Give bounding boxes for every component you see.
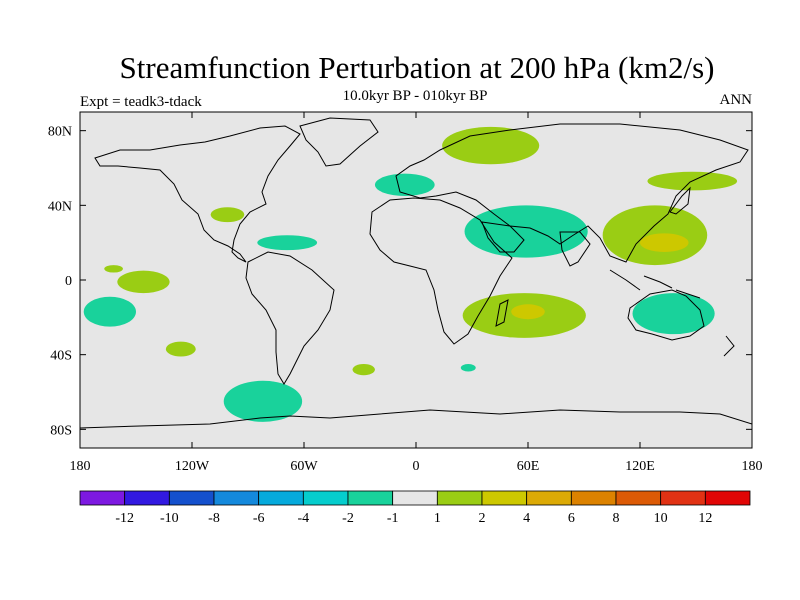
region-south-atlantic-small xyxy=(352,364,375,376)
colorbar-label: 4 xyxy=(523,511,530,526)
colorbar-swatch xyxy=(213,490,260,506)
region-middle-east-negative xyxy=(464,205,588,258)
region-central-pacific-positive xyxy=(117,270,170,294)
region-south-america-negative xyxy=(223,380,303,422)
region-caribbean-negative xyxy=(257,235,318,251)
colorbar-label: -8 xyxy=(208,511,220,526)
colorbar-swatch xyxy=(481,490,528,506)
chart-title: Streamfunction Perturbation at 200 hPa (… xyxy=(119,50,715,85)
coast-japan xyxy=(669,186,691,215)
region-south-pacific-negative xyxy=(83,296,136,327)
lat-axis: 80N 40N 0 40S 80S xyxy=(48,125,752,438)
season-label: ANN xyxy=(719,92,753,108)
coast-south-america xyxy=(245,251,335,385)
lon-tick-label: 120W xyxy=(175,459,210,474)
colorbar-swatch xyxy=(168,490,215,506)
coast-greenland xyxy=(299,117,379,167)
colorbar-label: -4 xyxy=(297,511,309,526)
lon-tick-label: 180 xyxy=(70,459,91,474)
region-australia-negative xyxy=(632,293,715,335)
lat-tick-label: 80S xyxy=(50,423,72,438)
colorbar: -12 -10 -8 -6 -4 -2 -1 1 2 4 6 8 10 12 xyxy=(79,490,751,526)
coast-new-zealand xyxy=(723,335,735,357)
lat-tick-label: 40S xyxy=(50,349,72,364)
region-east-asia-core xyxy=(640,233,689,253)
coast-antarctica xyxy=(80,409,752,429)
coast-india xyxy=(559,231,591,267)
colorbar-swatch xyxy=(704,490,751,506)
colorbar-swatch xyxy=(436,490,483,506)
map-background xyxy=(80,112,752,448)
anomaly-regions xyxy=(83,126,738,422)
colorbar-swatch xyxy=(570,490,617,506)
coast-eurasia xyxy=(395,123,749,263)
region-north-atlantic-negative xyxy=(374,173,435,196)
lon-tick-label: 60W xyxy=(290,459,318,474)
coast-north-america xyxy=(94,125,301,263)
colorbar-label: 10 xyxy=(654,511,668,526)
colorbar-label: -2 xyxy=(342,511,354,526)
colorbar-swatch xyxy=(660,490,706,506)
region-south-indian-core xyxy=(511,304,545,320)
lon-axis: 180 120W 60W 0 60E 120E 180 xyxy=(70,112,763,474)
colorbar-label: 2 xyxy=(479,511,486,526)
experiment-label: Expt = teadk3-tdack xyxy=(80,94,202,110)
coast-arabia xyxy=(481,221,525,253)
colorbar-label: -1 xyxy=(387,511,399,526)
colorbar-swatch xyxy=(615,490,662,506)
colorbar-swatch xyxy=(302,490,349,506)
colorbar-swatch xyxy=(347,490,394,506)
lat-tick-label: 40N xyxy=(48,199,72,214)
colorbar-label: 1 xyxy=(434,511,441,526)
region-north-america-negative xyxy=(210,207,245,223)
colorbar-swatch xyxy=(79,490,126,506)
colorbar-swatch xyxy=(526,490,572,506)
lat-tick-label: 0 xyxy=(65,274,72,289)
colorbar-swatch xyxy=(392,490,438,506)
coast-australia xyxy=(627,289,705,341)
coast-africa xyxy=(369,197,513,345)
colorbar-label: -6 xyxy=(253,511,265,526)
colorbar-swatch xyxy=(124,490,170,506)
colorbar-label: 8 xyxy=(613,511,620,526)
chart-subtitle: 10.0kyr BP - 010kyr BP xyxy=(342,88,488,104)
region-se-pacific-positive xyxy=(165,341,196,357)
coast-indonesia xyxy=(609,269,701,299)
lon-tick-label: 180 xyxy=(742,459,763,474)
coast-madagascar xyxy=(495,299,509,327)
colorbar-swatch xyxy=(258,490,304,506)
lon-tick-label: 60E xyxy=(517,459,540,474)
colorbar-label: -12 xyxy=(115,511,134,526)
colorbar-label: 12 xyxy=(698,511,712,526)
region-tropical-pacific-small xyxy=(104,265,123,273)
lon-tick-label: 0 xyxy=(413,459,420,474)
lat-tick-label: 80N xyxy=(48,125,72,140)
region-southern-ocean-small xyxy=(460,364,476,372)
colorbar-label: -10 xyxy=(160,511,179,526)
colorbar-label: 6 xyxy=(568,511,575,526)
lon-tick-label: 120E xyxy=(625,459,655,474)
coastlines xyxy=(80,117,752,429)
region-arctic-europe-positive xyxy=(442,126,540,165)
